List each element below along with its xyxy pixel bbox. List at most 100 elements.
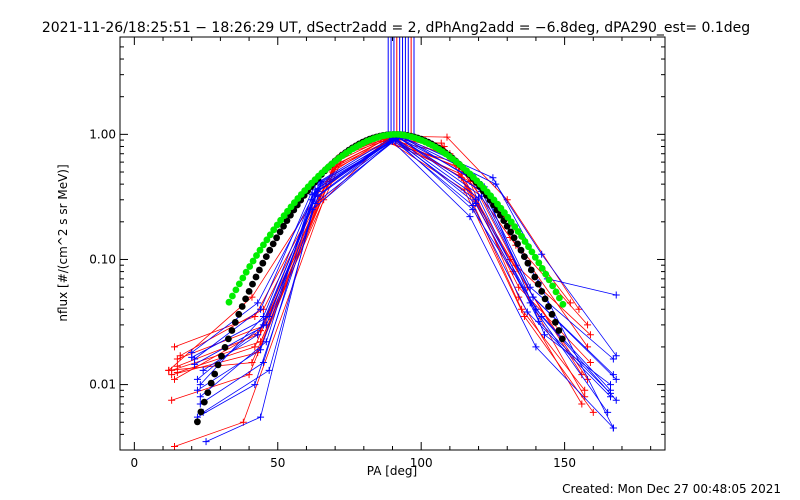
series-6-point-5 — [520, 313, 528, 321]
black-fit-point-97 — [527, 266, 535, 274]
green-fit-point-81 — [504, 213, 512, 221]
black-fit-point-3 — [204, 389, 212, 396]
green-fit-point-6 — [246, 263, 254, 270]
green-fit-point-3 — [235, 280, 243, 288]
green-fit-point-0 — [225, 298, 233, 306]
black-fit-point-17 — [252, 273, 260, 281]
series-5-point-0 — [168, 396, 176, 404]
green-fit-point-7 — [249, 257, 257, 265]
black-fit-point-9 — [225, 335, 232, 343]
series-12-point-1 — [257, 305, 265, 313]
series-21-point-5 — [529, 293, 537, 301]
series-11-point-1 — [248, 359, 256, 367]
series-18-point-5 — [532, 343, 540, 351]
green-fit-point-8 — [253, 252, 260, 259]
black-fit-point-94 — [517, 246, 525, 254]
black-fit-point-96 — [524, 259, 532, 267]
series-21-point-1 — [254, 331, 262, 339]
x-axis-label: PA [deg] — [367, 464, 417, 478]
series-24-point-5 — [535, 317, 543, 325]
series-6-point-6 — [589, 408, 597, 416]
black-fit-point-106 — [558, 335, 566, 343]
green-fit-point-94 — [549, 282, 556, 290]
black-fit-point-101 — [541, 295, 549, 303]
series-17-point-6 — [607, 381, 614, 389]
green-fit-point-93 — [545, 276, 553, 284]
green-fit-point-97 — [559, 300, 567, 308]
series-23-point-6 — [612, 352, 620, 360]
black-fit-point-22 — [269, 240, 277, 248]
black-fit-point-91 — [507, 228, 515, 236]
black-fit-point-11 — [231, 318, 239, 326]
series-19-point-1 — [262, 321, 270, 329]
series-19-point-4 — [489, 174, 497, 182]
series-22-point-1 — [257, 346, 265, 354]
black-fit-point-98 — [531, 273, 539, 281]
chart-title: 2021-11-26/18:25:51 − 18:26:29 UT, dSect… — [42, 20, 750, 36]
green-fit-point-9 — [256, 246, 264, 254]
black-fit-point-0 — [194, 418, 201, 426]
series-10-point-1 — [251, 343, 259, 351]
black-fit-point-102 — [545, 303, 552, 310]
black-fit-point-104 — [552, 318, 559, 326]
series-14-point-0 — [196, 393, 204, 401]
series-7-point-0 — [173, 355, 181, 363]
green-fit-point-95 — [552, 288, 560, 296]
green-fit-point-10 — [260, 241, 267, 249]
series-1-point-0 — [173, 362, 181, 370]
series-18-point-6 — [609, 424, 617, 432]
series-22-point-5 — [523, 308, 531, 316]
black-fit-point-92 — [510, 234, 518, 242]
black-fit-point-90 — [503, 222, 511, 230]
green-fit-point-85 — [518, 233, 525, 240]
data-layer — [165, 37, 620, 450]
series-5-point-5 — [518, 305, 526, 313]
black-fit-point-8 — [221, 344, 229, 351]
black-fit-point-24 — [276, 228, 284, 236]
black-fit-point-99 — [534, 280, 542, 288]
green-fit-point-2 — [232, 286, 240, 294]
series-18-point-0 — [202, 438, 210, 446]
x-tick-label-2: 100 — [410, 456, 433, 470]
series-24-point-4 — [475, 194, 483, 202]
green-fit-point-84 — [514, 228, 522, 235]
black-fit-point-93 — [514, 240, 521, 248]
series-17-point-1 — [251, 381, 259, 389]
black-fit-point-20 — [262, 253, 270, 260]
green-fit-point-82 — [507, 218, 515, 226]
black-fit-point-4 — [207, 379, 215, 387]
black-fit-point-14 — [242, 295, 250, 303]
green-fit-point-13 — [270, 226, 278, 234]
series-14-point-1 — [262, 338, 270, 346]
series-17-point-5 — [541, 331, 549, 339]
black-fit-point-18 — [256, 266, 263, 274]
green-fit-point-86 — [521, 238, 529, 245]
green-fit-point-90 — [535, 259, 543, 267]
series-22-point-4 — [469, 202, 477, 209]
series-23-point-4 — [492, 180, 500, 188]
series-16-point-1 — [265, 366, 273, 374]
series-6-point-0 — [171, 442, 178, 450]
black-fit-point-6 — [214, 361, 222, 369]
black-fit-point-7 — [218, 352, 225, 360]
green-fit-point-96 — [556, 294, 563, 302]
y-tick-label-2: 1.00 — [89, 127, 116, 141]
black-fit-point-25 — [280, 222, 287, 230]
series-10-point-0 — [173, 368, 181, 376]
series-8-point-0 — [168, 371, 176, 379]
black-fit-point-16 — [249, 280, 256, 288]
series-4-point-6 — [586, 359, 594, 367]
green-fit-point-92 — [542, 270, 550, 278]
series-24-point-6 — [607, 389, 614, 397]
series-9-point-6 — [586, 331, 594, 339]
series-23-point-1 — [265, 313, 273, 321]
series-20-point-0 — [196, 381, 204, 389]
series-16-point-6 — [612, 396, 620, 404]
series-23-point-5 — [538, 250, 546, 258]
series-20-point-6 — [604, 408, 612, 416]
green-fit-point-1 — [229, 292, 236, 300]
black-fit-point-95 — [521, 253, 528, 260]
series-13-point-0 — [193, 375, 201, 383]
green-fit-point-87 — [525, 243, 532, 251]
black-fit-point-12 — [235, 310, 243, 318]
